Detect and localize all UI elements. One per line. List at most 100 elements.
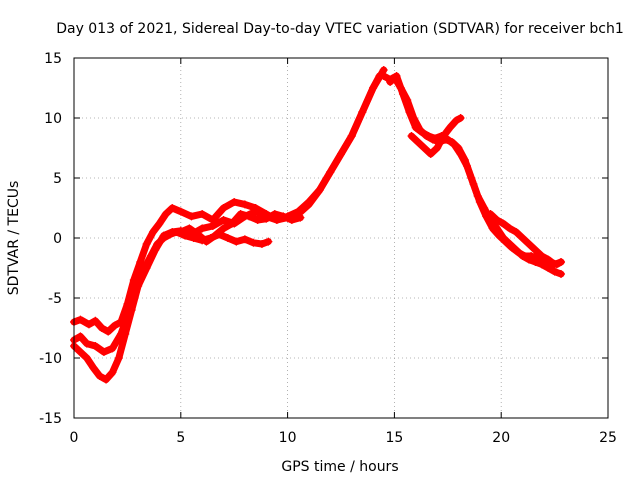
data-point-marker bbox=[475, 198, 484, 206]
data-point-marker bbox=[296, 213, 305, 222]
data-point-marker bbox=[134, 282, 143, 290]
data-point-marker bbox=[108, 368, 117, 377]
data-point-marker bbox=[337, 150, 345, 158]
data-point-marker bbox=[456, 150, 465, 158]
data-point-marker bbox=[326, 168, 335, 176]
data-point-marker bbox=[84, 320, 93, 329]
data-point-marker bbox=[392, 72, 401, 80]
data-point-marker bbox=[230, 198, 239, 206]
data-point-marker bbox=[153, 240, 162, 248]
data-point-marker bbox=[136, 258, 145, 266]
data-point-marker bbox=[507, 243, 516, 252]
x-tick-label: 15 bbox=[385, 430, 403, 446]
data-point-marker bbox=[249, 238, 258, 247]
data-point-marker bbox=[159, 234, 168, 242]
data-point-marker bbox=[347, 132, 356, 140]
chart-title: Day 013 of 2021, Sidereal Day-to-day VTE… bbox=[56, 21, 624, 37]
data-point-marker bbox=[232, 237, 241, 246]
data-point-marker bbox=[76, 332, 85, 341]
data-point-marker bbox=[379, 72, 388, 80]
data-point-marker bbox=[450, 140, 459, 149]
data-point-marker bbox=[104, 327, 113, 336]
data-point-marker bbox=[236, 210, 245, 218]
data-point-marker bbox=[161, 210, 170, 218]
data-point-marker bbox=[358, 108, 367, 116]
data-point-marker bbox=[418, 128, 427, 137]
series-band bbox=[70, 228, 272, 384]
data-point-marker bbox=[149, 228, 158, 236]
data-point-marker bbox=[99, 348, 108, 356]
y-tick-label: -5 bbox=[48, 291, 62, 307]
data-point-marker bbox=[430, 134, 439, 143]
data-point-marker bbox=[97, 324, 106, 332]
data-point-marker bbox=[550, 260, 559, 269]
axis-ticks: 0 5 10 15 20 25 -15 -10 -5 0 5 10 15 bbox=[39, 51, 617, 446]
data-point-marker bbox=[514, 248, 523, 257]
data-point-marker bbox=[245, 212, 254, 221]
data-point-marker bbox=[176, 207, 185, 216]
data-point-marker bbox=[424, 132, 433, 140]
data-point-marker bbox=[121, 330, 130, 338]
y-tick-label: -15 bbox=[39, 411, 62, 427]
data-point-marker bbox=[452, 116, 461, 125]
data-point-marker bbox=[411, 123, 420, 132]
data-point-marker bbox=[304, 198, 313, 206]
data-point-marker bbox=[469, 180, 478, 188]
data-point-marker bbox=[208, 216, 217, 224]
data-point-marker bbox=[129, 276, 138, 284]
data-point-marker bbox=[91, 342, 100, 350]
data-point-marker bbox=[550, 267, 559, 276]
y-tick-label: 15 bbox=[44, 51, 62, 67]
data-points bbox=[70, 66, 566, 384]
data-point-marker bbox=[82, 354, 91, 362]
data-point-marker bbox=[527, 252, 536, 260]
x-tick-label: 0 bbox=[70, 430, 79, 446]
data-point-marker bbox=[193, 230, 202, 239]
data-point-marker bbox=[426, 150, 435, 158]
y-axis-label: SDTVAR / TECUs bbox=[6, 181, 22, 296]
data-point-marker bbox=[420, 144, 429, 152]
data-point-marker bbox=[223, 234, 232, 242]
data-point-marker bbox=[166, 230, 175, 239]
data-point-marker bbox=[505, 224, 514, 233]
data-point-marker bbox=[537, 252, 546, 260]
data-point-marker bbox=[76, 315, 85, 324]
data-point-marker bbox=[257, 240, 266, 248]
data-point-marker bbox=[264, 237, 273, 246]
data-series bbox=[407, 114, 465, 158]
data-point-marker bbox=[251, 204, 260, 212]
x-tick-label: 5 bbox=[176, 430, 185, 446]
data-point-marker bbox=[176, 228, 185, 236]
data-point-marker bbox=[146, 252, 155, 260]
data-point-marker bbox=[116, 318, 125, 326]
y-tick-label: 0 bbox=[53, 231, 62, 247]
x-tick-label: 10 bbox=[279, 430, 297, 446]
x-tick-label: 25 bbox=[599, 430, 617, 446]
data-point-marker bbox=[240, 200, 249, 209]
data-point-marker bbox=[202, 237, 211, 246]
data-point-marker bbox=[168, 204, 177, 212]
data-point-marker bbox=[228, 219, 237, 228]
data-series bbox=[70, 66, 388, 336]
data-series bbox=[486, 210, 566, 269]
data-point-marker bbox=[240, 235, 249, 244]
data-point-marker bbox=[531, 246, 540, 254]
data-point-marker bbox=[210, 231, 219, 240]
data-series bbox=[70, 228, 273, 384]
data-point-marker bbox=[518, 234, 527, 242]
data-point-marker bbox=[219, 204, 228, 212]
data-point-marker bbox=[369, 84, 378, 92]
data-point-marker bbox=[108, 344, 117, 353]
data-point-marker bbox=[413, 138, 422, 146]
data-series bbox=[176, 210, 305, 246]
data-point-marker bbox=[499, 219, 508, 228]
x-tick-label: 20 bbox=[492, 430, 510, 446]
data-point-marker bbox=[127, 306, 136, 314]
data-point-marker bbox=[544, 255, 553, 264]
data-point-marker bbox=[456, 114, 465, 122]
data-point-marker bbox=[219, 224, 228, 233]
y-tick-label: -10 bbox=[39, 351, 62, 367]
data-point-marker bbox=[439, 132, 448, 140]
